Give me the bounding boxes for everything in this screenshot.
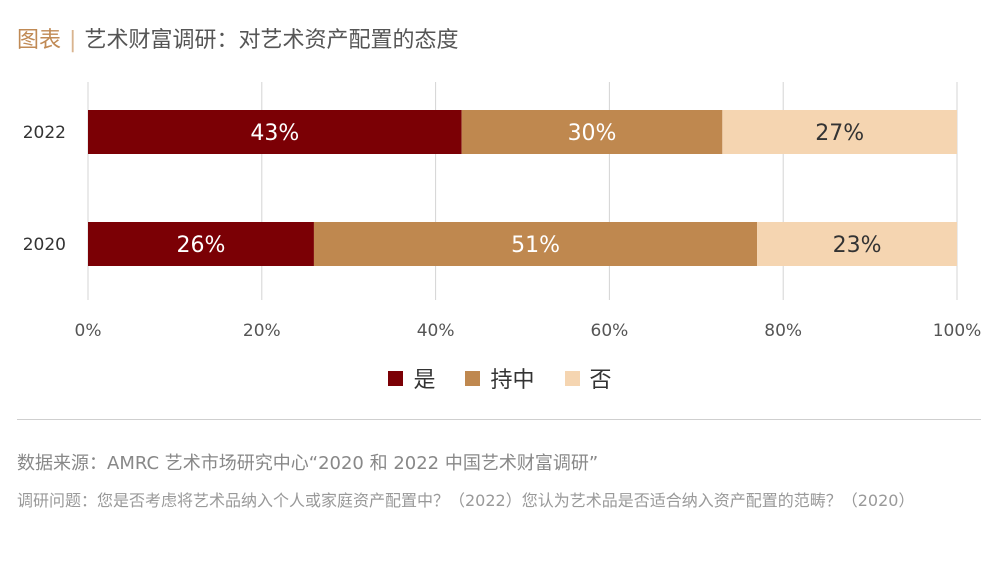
- legend-item-neutral: 持中: [465, 362, 535, 394]
- chart-title: 图表 | 艺术财富调研：对艺术资产配置的态度: [17, 22, 458, 54]
- footer-divider: [17, 419, 981, 420]
- x-tick-label: 100%: [933, 321, 982, 341]
- category-label: 2020: [23, 235, 66, 255]
- data-label: 43%: [250, 121, 299, 146]
- survey-question-note: 调研问题：您是否考虑将艺术品纳入个人或家庭资产配置中？（2022）您认为艺术品是…: [17, 491, 915, 510]
- x-tick-label: 20%: [243, 321, 281, 341]
- data-source-note: 数据来源：AMRC 艺术市场研究中心“2020 和 2022 中国艺术财富调研”: [17, 453, 599, 474]
- data-label: 51%: [511, 233, 560, 258]
- stacked-bar-chart: 0% 20% 40% 60% 80% 100% 2022 43% 30% 27% 2020 26% 51…: [23, 82, 982, 341]
- data-label: 27%: [815, 121, 864, 146]
- legend-swatch-yes: [388, 370, 404, 386]
- data-label: 23%: [833, 233, 882, 258]
- data-label: 26%: [177, 233, 226, 258]
- x-tick-label: 80%: [764, 321, 802, 341]
- legend-swatch-neutral: [465, 370, 481, 386]
- bar-segment: [313, 222, 758, 266]
- title-separator: |: [69, 28, 77, 53]
- legend-item-yes: 是: [388, 362, 435, 394]
- legend-label-no: 否: [589, 368, 612, 393]
- bar-segment: [722, 110, 957, 154]
- bar-segment: [757, 222, 957, 266]
- bar-segment: [88, 222, 314, 266]
- data-label: 30%: [568, 121, 617, 146]
- category-label: 2022: [23, 123, 66, 143]
- figure-tag: 图表: [17, 28, 62, 53]
- x-tick-label: 60%: [591, 321, 629, 341]
- x-tick-label: 0%: [75, 321, 102, 341]
- bar-segment: [461, 110, 723, 154]
- x-tick-label: 40%: [417, 321, 455, 341]
- legend-swatch-no: [564, 370, 580, 386]
- legend-label-yes: 是: [413, 368, 436, 393]
- chart-legend: 是 持中 否: [0, 362, 1000, 394]
- legend-item-no: 否: [564, 362, 612, 394]
- bar-segment: [88, 110, 462, 154]
- legend-label-neutral: 持中: [490, 368, 535, 393]
- title-text: 艺术财富调研：对艺术资产配置的态度: [84, 28, 459, 53]
